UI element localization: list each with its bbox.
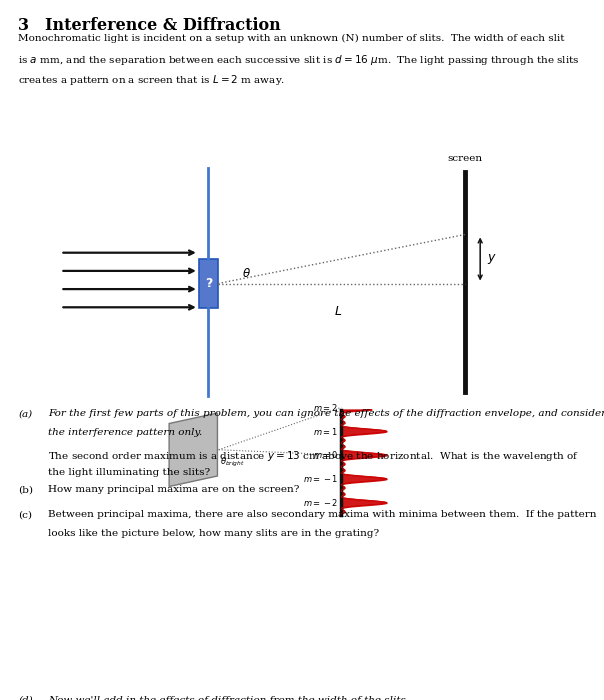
Text: $L$: $L$ (334, 304, 342, 318)
Text: $m = -2$: $m = -2$ (303, 497, 338, 508)
Text: 3: 3 (18, 18, 29, 34)
Text: $m = -1$: $m = -1$ (303, 473, 338, 484)
Text: For the first few parts of this problem, you can ignore the effects of the diffr: For the first few parts of this problem,… (48, 410, 604, 419)
Text: Between principal maxima, there are also secondary maxima with minima between th: Between principal maxima, there are also… (48, 510, 597, 519)
Text: looks like the picture below, how many slits are in the grating?: looks like the picture below, how many s… (48, 529, 379, 538)
Text: How many principal maxima are on the screen?: How many principal maxima are on the scr… (48, 485, 300, 494)
Text: $y$: $y$ (487, 252, 497, 266)
Text: (c): (c) (18, 510, 32, 519)
Text: is $a$ mm, and the separation between each successive slit is $d = 16~\mu$m.  Th: is $a$ mm, and the separation between ea… (18, 53, 580, 67)
Polygon shape (169, 413, 217, 486)
Text: creates a pattern on a screen that is $L = 2$ m away.: creates a pattern on a screen that is $L… (18, 73, 285, 87)
Text: (a): (a) (18, 410, 32, 419)
Text: $m = 0$: $m = 0$ (313, 449, 338, 461)
Text: $\theta$: $\theta$ (242, 267, 251, 280)
Text: $m = 1$: $m = 1$ (313, 426, 338, 437)
Text: $\theta_{bright}$: $\theta_{bright}$ (220, 456, 245, 468)
Text: screen: screen (448, 154, 483, 163)
Text: Now we'll add in the effects of diffraction from the width of the slits.: Now we'll add in the effects of diffract… (48, 696, 410, 700)
Text: The second order maximum is a distance $y = 13$ cm above the horizontal.  What i: The second order maximum is a distance $… (48, 449, 580, 463)
Bar (199, 259, 218, 308)
Text: Monochromatic light is incident on a setup with an unknown (N) number of slits. : Monochromatic light is incident on a set… (18, 34, 565, 43)
Text: the light illuminating the slits?: the light illuminating the slits? (48, 468, 210, 477)
Text: ?: ? (205, 277, 212, 290)
Text: (b): (b) (18, 485, 33, 494)
Text: Interference & Diffraction: Interference & Diffraction (45, 18, 281, 34)
Text: the interference pattern only.: the interference pattern only. (48, 428, 202, 438)
Text: (d): (d) (18, 696, 33, 700)
Text: $m = 2$: $m = 2$ (313, 402, 338, 413)
